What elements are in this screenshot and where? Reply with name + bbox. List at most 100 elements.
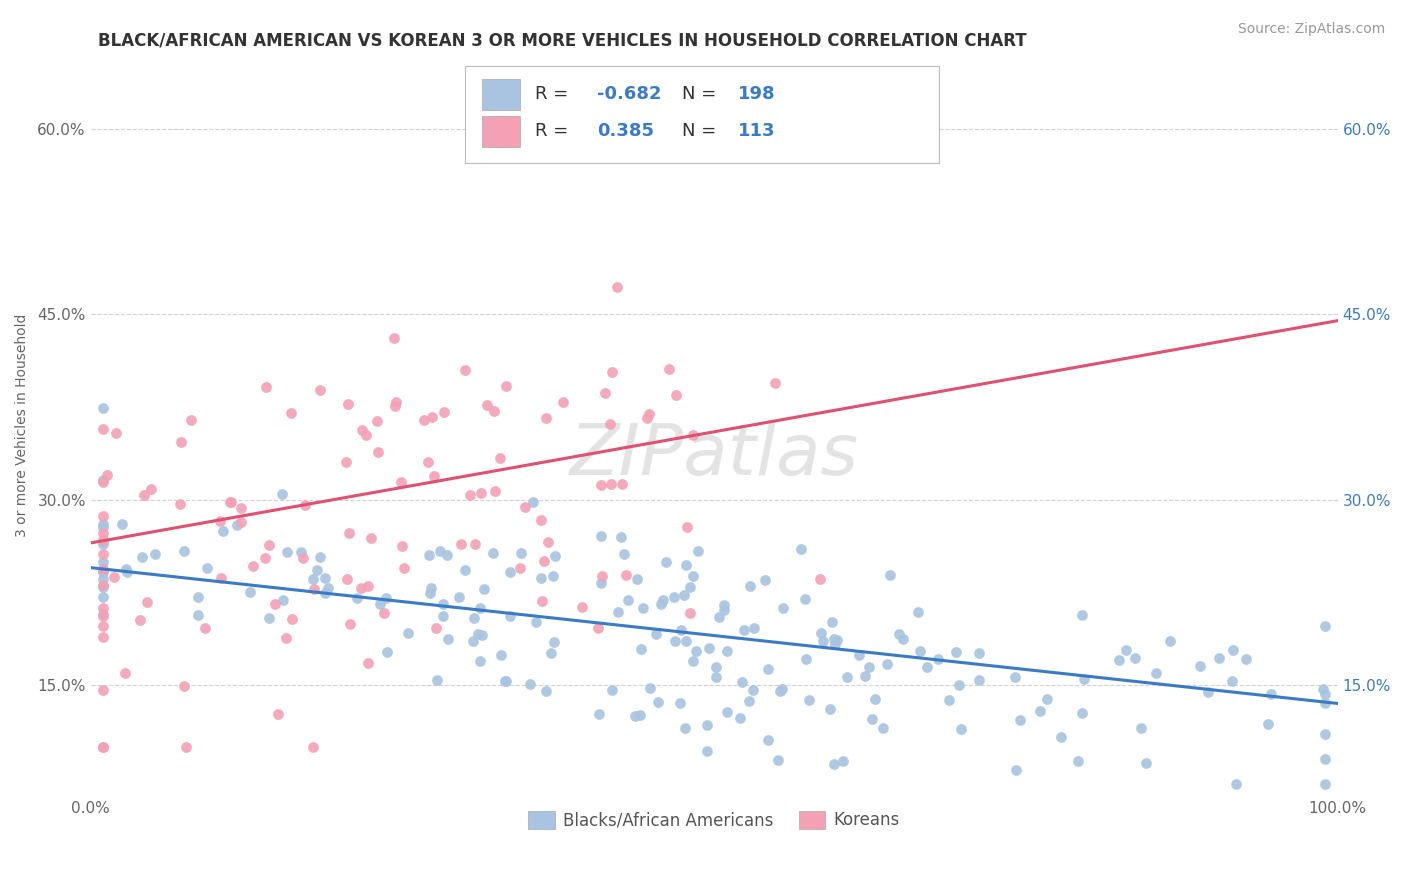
Point: [950, 722, 973, 736]
Text: N =: N =: [682, 86, 721, 103]
Point: [389, 475, 412, 489]
Text: 0.385: 0.385: [598, 122, 654, 140]
Point: [1315, 752, 1337, 766]
Point: [1315, 619, 1337, 633]
Point: [91, 739, 114, 754]
Point: [713, 598, 735, 612]
Point: [794, 652, 817, 666]
Point: [876, 657, 898, 671]
Point: [470, 486, 492, 500]
Point: [367, 445, 389, 459]
Point: [665, 388, 688, 402]
Point: [384, 399, 406, 413]
Point: [509, 561, 531, 575]
Point: [194, 621, 217, 635]
Point: [254, 379, 277, 393]
Point: [91, 422, 114, 436]
Point: [675, 633, 697, 648]
Point: [426, 673, 449, 687]
Point: [339, 617, 361, 632]
Point: [696, 718, 718, 732]
Point: [356, 427, 378, 442]
Point: [271, 593, 294, 607]
Point: [945, 645, 967, 659]
Point: [738, 579, 761, 593]
Point: [522, 494, 544, 508]
Point: [104, 426, 127, 441]
Point: [91, 578, 114, 592]
Point: [682, 654, 704, 668]
Point: [450, 537, 472, 551]
Point: [91, 607, 114, 622]
Point: [398, 626, 420, 640]
Point: [1115, 642, 1137, 657]
Point: [366, 414, 388, 428]
Point: [808, 572, 831, 586]
Point: [1312, 681, 1334, 696]
Point: [744, 621, 766, 635]
Point: [454, 564, 477, 578]
Point: [599, 417, 621, 431]
Point: [257, 610, 280, 624]
Point: [267, 706, 290, 721]
Point: [239, 585, 262, 599]
Point: [606, 280, 628, 294]
Point: [187, 608, 209, 623]
Point: [416, 455, 439, 469]
Point: [1315, 727, 1337, 741]
Point: [357, 656, 380, 670]
Point: [460, 488, 482, 502]
Point: [91, 537, 114, 551]
Point: [682, 568, 704, 582]
Point: [1315, 687, 1337, 701]
Point: [685, 644, 707, 658]
Point: [1067, 755, 1090, 769]
Point: [686, 544, 709, 558]
Point: [673, 721, 696, 735]
Point: [671, 623, 693, 637]
Point: [626, 572, 648, 586]
Point: [280, 406, 302, 420]
Point: [263, 597, 285, 611]
Point: [494, 674, 516, 689]
Point: [614, 567, 637, 582]
Point: [368, 598, 391, 612]
Point: [475, 398, 498, 412]
Point: [797, 693, 820, 707]
Point: [696, 744, 718, 758]
Point: [600, 683, 623, 698]
Point: [716, 705, 738, 719]
Point: [453, 363, 475, 377]
Point: [571, 599, 593, 614]
Point: [1050, 730, 1073, 744]
Point: [628, 708, 651, 723]
Point: [588, 707, 610, 722]
Point: [226, 517, 249, 532]
Point: [271, 487, 294, 501]
Point: [111, 517, 134, 532]
Point: [591, 529, 613, 543]
Point: [314, 585, 336, 599]
Point: [499, 565, 522, 579]
Point: [600, 365, 623, 379]
Point: [675, 558, 697, 572]
Point: [489, 450, 512, 465]
Point: [530, 513, 553, 527]
Point: [1220, 674, 1243, 689]
Point: [682, 427, 704, 442]
Text: N =: N =: [682, 122, 721, 140]
Point: [1010, 713, 1032, 727]
Point: [616, 593, 638, 607]
Point: [115, 566, 138, 580]
Point: [91, 508, 114, 523]
Point: [1208, 651, 1230, 665]
Point: [346, 591, 368, 606]
Point: [1073, 672, 1095, 686]
Point: [337, 525, 360, 540]
Point: [335, 455, 357, 469]
Point: [173, 679, 195, 693]
Point: [471, 628, 494, 642]
Point: [669, 696, 692, 710]
Point: [91, 520, 114, 534]
FancyBboxPatch shape: [482, 116, 520, 147]
